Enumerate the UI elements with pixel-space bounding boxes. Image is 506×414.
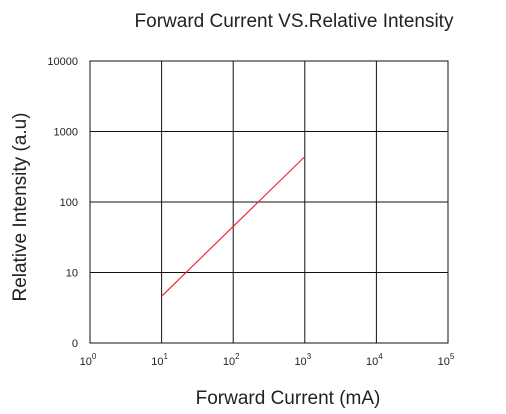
x-tick-label: 102 [223, 352, 240, 368]
y-ticks: 0 10 100 1000 10000 [47, 56, 78, 350]
plot-area [89, 60, 449, 344]
chart-title: Forward Current VS.Relative Intensity [135, 11, 454, 32]
x-tick-label: 104 [366, 352, 383, 368]
grid [90, 61, 448, 343]
y-tick-label: 1000 [54, 127, 78, 139]
y-tick-label: 100 [60, 197, 78, 209]
x-tick-label: 105 [438, 352, 455, 368]
y-axis-label: Relative Intensity (a.u) [10, 112, 31, 301]
y-tick-label: 0 [72, 338, 78, 350]
x-tick-label: 103 [294, 352, 311, 368]
y-tick-label: 10000 [47, 56, 78, 68]
x-axis-label: Forward Current (mA) [196, 388, 381, 409]
x-tick-label: 100 [80, 352, 97, 368]
series-line [161, 156, 306, 297]
series-layer [161, 156, 306, 297]
x-ticks: 100 101 102 103 104 105 [80, 352, 455, 368]
y-tick-label: 10 [66, 268, 78, 280]
x-tick-label: 101 [151, 352, 168, 368]
